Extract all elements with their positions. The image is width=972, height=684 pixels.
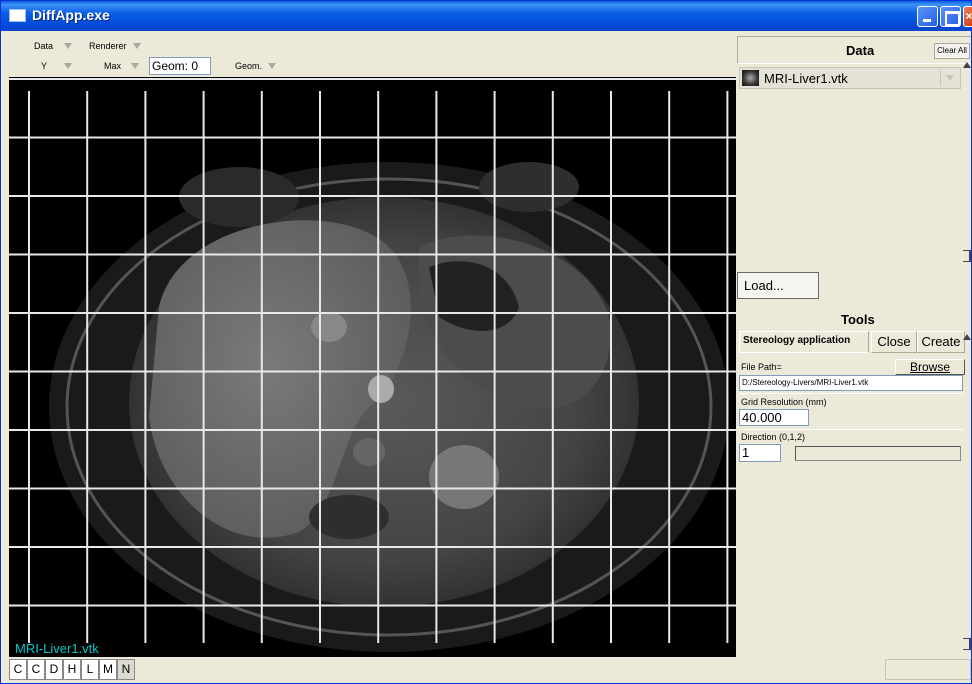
scroll-up-arrow-icon[interactable] (963, 334, 971, 340)
view-mode-button[interactable]: C (27, 659, 45, 680)
app-icon (9, 9, 26, 22)
y-dropdown-arrow-icon[interactable] (64, 63, 72, 69)
right-panel: Data Clear All MRI-Liver1.vtk Load... To… (737, 34, 971, 656)
scroll-up-arrow-icon[interactable] (963, 62, 971, 68)
clear-all-button[interactable]: Clear All (934, 43, 970, 59)
view-mode-button[interactable]: L (81, 659, 99, 680)
grid-resolution-field[interactable]: 40.000 (739, 409, 809, 426)
status-box (885, 659, 971, 680)
divider (739, 429, 963, 430)
max-dropdown-label[interactable]: Max (104, 61, 122, 71)
scroll-thumb[interactable] (963, 250, 971, 262)
title-bar[interactable]: DiffApp.exe × (1, 1, 972, 31)
view-mode-button[interactable]: H (63, 659, 81, 680)
view-mode-button[interactable]: N (117, 659, 135, 680)
data-item-label: MRI-Liver1.vtk (764, 71, 848, 86)
view-mode-button[interactable]: C (9, 659, 27, 680)
data-list-scrollbar[interactable] (963, 60, 971, 270)
mri-slice-image (49, 162, 729, 652)
browse-button[interactable]: Browse (895, 359, 965, 375)
close-tool-button[interactable]: Close (871, 331, 917, 353)
data-item-dropdown-arrow-icon[interactable] (940, 70, 958, 86)
tools-scrollbar[interactable] (963, 332, 971, 652)
renderer-dropdown-arrow-icon[interactable] (133, 43, 141, 49)
tab-stereology-application[interactable]: Stereology application (739, 331, 869, 353)
geom-value-field[interactable]: Geom: 0 (149, 57, 211, 75)
geom-dropdown-label[interactable]: Geom. (235, 61, 263, 71)
data-dropdown-arrow-icon[interactable] (64, 43, 72, 49)
tools-panel-title: Tools (841, 312, 875, 327)
direction-label: Direction (0,1,2) (741, 432, 806, 442)
grid-resolution-label: Grid Resolution (mm) (741, 397, 827, 407)
tools-panel: Stereology application Close Create File… (737, 329, 969, 499)
maximize-button[interactable] (940, 6, 961, 27)
view-mode-button[interactable]: M (99, 659, 117, 680)
image-viewer[interactable]: MRI-Liver1.vtk (9, 77, 736, 657)
data-panel-title: Data (846, 43, 875, 58)
max-dropdown-arrow-icon[interactable] (131, 63, 139, 69)
create-tool-button[interactable]: Create (917, 331, 965, 353)
direction-slider[interactable] (795, 446, 961, 461)
direction-field[interactable]: 1 (739, 444, 781, 462)
data-dropdown-label[interactable]: Data (34, 41, 54, 51)
minimize-button[interactable] (917, 6, 938, 27)
stereology-grid (9, 78, 736, 643)
data-panel-header: Data Clear All (737, 36, 971, 64)
y-dropdown-label[interactable]: Y (41, 61, 48, 71)
file-path-label: File Path= (741, 362, 782, 372)
data-list-item[interactable]: MRI-Liver1.vtk (739, 67, 961, 89)
close-window-button[interactable]: × (963, 6, 972, 27)
divider (739, 393, 963, 394)
dataset-thumbnail-icon (742, 70, 759, 86)
scroll-thumb[interactable] (963, 638, 971, 650)
viewer-dataset-label: MRI-Liver1.vtk (15, 641, 99, 656)
data-list: MRI-Liver1.vtk (737, 65, 963, 265)
view-mode-button[interactable]: D (45, 659, 63, 680)
viewer-toolbar: Data Renderer Y Max Geom: 0 Geom. (9, 36, 736, 78)
renderer-dropdown-label[interactable]: Renderer (89, 41, 127, 51)
geom-dropdown-arrow-icon[interactable] (268, 63, 276, 69)
file-path-field[interactable]: D:/Stereology-Livers/MRI-Liver1.vtk (739, 375, 963, 391)
load-button[interactable]: Load... (737, 272, 819, 299)
window-title: DiffApp.exe (32, 7, 110, 23)
